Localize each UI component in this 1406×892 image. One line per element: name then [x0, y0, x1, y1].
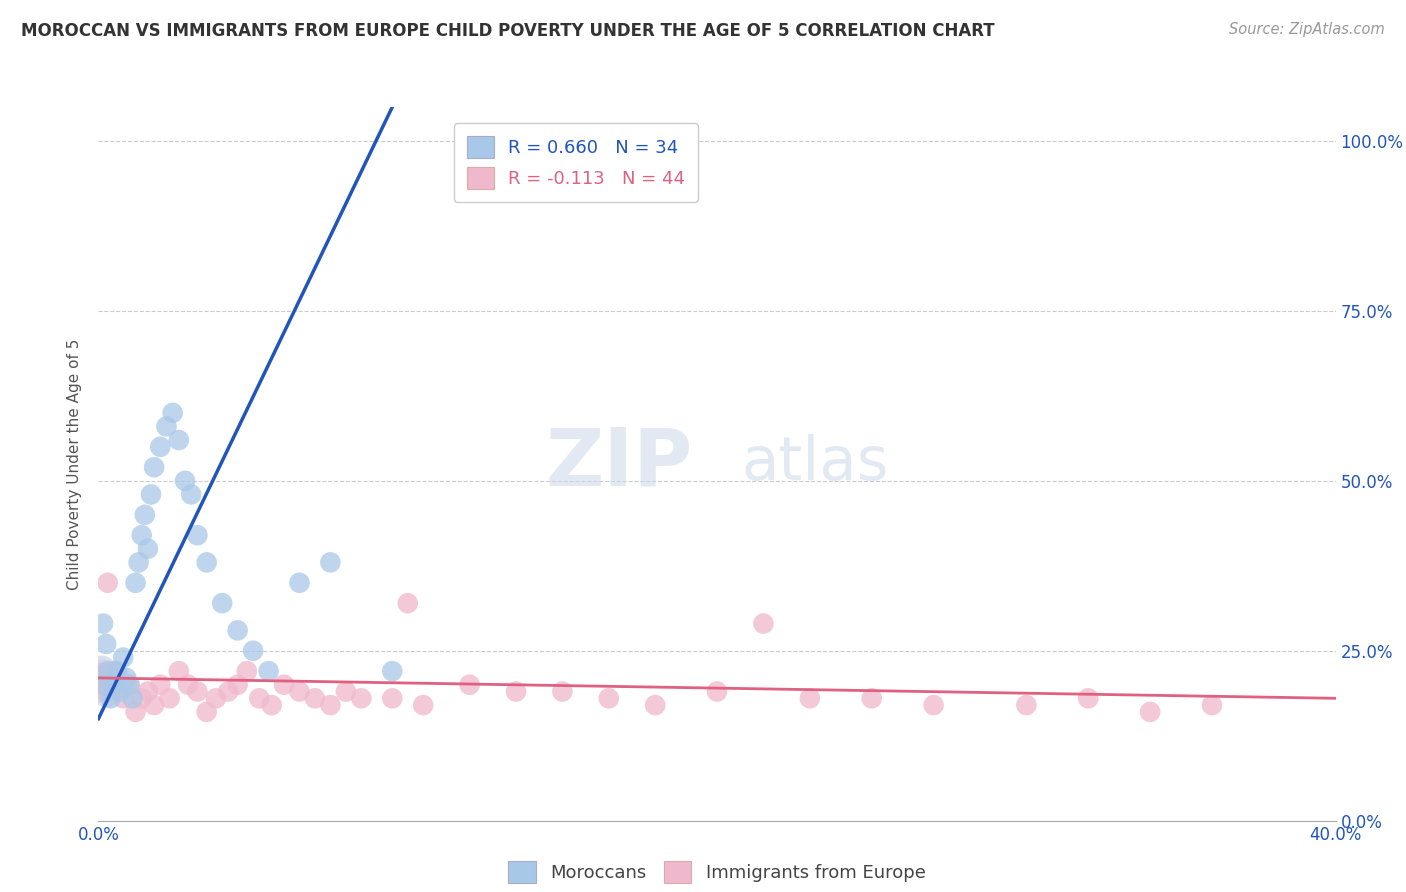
Point: [93, 671, 115, 685]
Point: [381, 691, 404, 706]
Point: [124, 575, 146, 590]
Point: [1077, 691, 1099, 706]
Text: Source: ZipAtlas.com: Source: ZipAtlas.com: [1229, 22, 1385, 37]
Point: [226, 678, 249, 692]
Point: [139, 487, 162, 501]
Point: [236, 664, 259, 678]
Point: [112, 650, 135, 665]
Point: [149, 440, 172, 454]
Point: [108, 684, 131, 698]
Point: [706, 684, 728, 698]
Point: [458, 678, 481, 692]
Point: [1015, 698, 1038, 712]
Point: [93, 678, 115, 692]
Point: [195, 555, 218, 569]
Point: [350, 691, 373, 706]
Point: [505, 684, 527, 698]
Point: [195, 705, 218, 719]
Point: [186, 528, 208, 542]
Point: [644, 698, 666, 712]
Point: [112, 691, 135, 706]
Point: [288, 575, 311, 590]
Point: [922, 698, 945, 712]
Text: atlas: atlas: [742, 434, 890, 493]
Point: [186, 684, 208, 698]
Point: [96, 684, 118, 698]
Text: ZIP: ZIP: [546, 425, 692, 503]
Point: [103, 664, 125, 678]
Point: [143, 460, 166, 475]
Point: [128, 555, 150, 569]
Point: [115, 671, 138, 685]
Point: [96, 637, 118, 651]
Point: [180, 487, 202, 501]
Point: [752, 616, 775, 631]
Point: [136, 684, 159, 698]
Point: [91, 678, 114, 692]
Point: [205, 691, 228, 706]
Point: [1201, 698, 1223, 712]
Point: [273, 678, 295, 692]
Point: [91, 671, 114, 685]
Point: [90, 678, 112, 692]
Point: [288, 684, 311, 698]
Point: [90, 664, 112, 678]
Point: [162, 406, 184, 420]
Point: [91, 616, 114, 631]
Point: [118, 678, 141, 692]
Point: [100, 691, 122, 706]
Point: [257, 664, 280, 678]
Point: [131, 528, 153, 542]
Point: [131, 691, 153, 706]
Point: [799, 691, 821, 706]
Point: [860, 691, 883, 706]
Point: [381, 664, 404, 678]
Point: [260, 698, 283, 712]
Point: [93, 678, 115, 692]
Legend: Moroccans, Immigrants from Europe: Moroccans, Immigrants from Europe: [501, 854, 934, 890]
Point: [319, 555, 342, 569]
Point: [211, 596, 233, 610]
Point: [149, 678, 172, 692]
Point: [124, 705, 146, 719]
Point: [1139, 705, 1161, 719]
Point: [396, 596, 419, 610]
Point: [143, 698, 166, 712]
Point: [105, 664, 128, 678]
Point: [174, 474, 197, 488]
Point: [551, 684, 574, 698]
Point: [155, 419, 177, 434]
Point: [177, 678, 200, 692]
Point: [136, 541, 159, 556]
Point: [121, 691, 143, 706]
Point: [304, 691, 326, 706]
Point: [167, 433, 190, 447]
Point: [159, 691, 181, 706]
Point: [226, 624, 249, 638]
Point: [134, 508, 156, 522]
Point: [335, 684, 357, 698]
Point: [167, 664, 190, 678]
Text: MOROCCAN VS IMMIGRANTS FROM EUROPE CHILD POVERTY UNDER THE AGE OF 5 CORRELATION : MOROCCAN VS IMMIGRANTS FROM EUROPE CHILD…: [21, 22, 994, 40]
Point: [247, 691, 270, 706]
Point: [118, 678, 141, 692]
Point: [319, 698, 342, 712]
Point: [97, 575, 120, 590]
Y-axis label: Child Poverty Under the Age of 5: Child Poverty Under the Age of 5: [67, 338, 83, 590]
Point: [97, 664, 120, 678]
Point: [242, 644, 264, 658]
Point: [103, 678, 125, 692]
Point: [598, 691, 620, 706]
Point: [412, 698, 434, 712]
Point: [217, 684, 239, 698]
